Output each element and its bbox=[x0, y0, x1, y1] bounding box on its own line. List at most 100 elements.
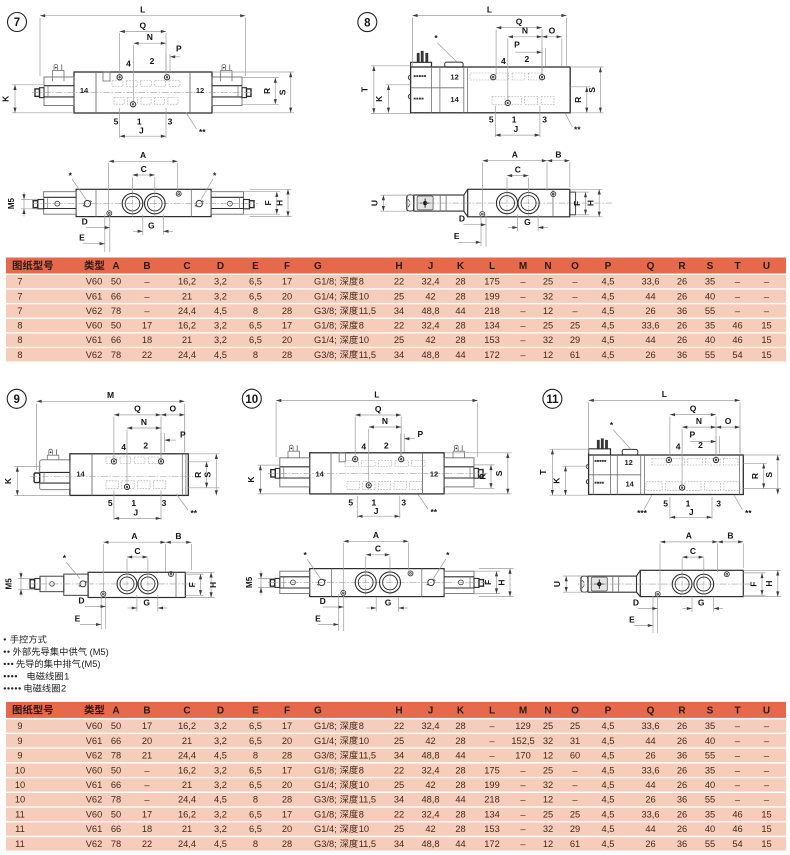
svg-text:V61: V61 bbox=[86, 824, 103, 834]
svg-text:M: M bbox=[519, 706, 527, 717]
svg-text:D: D bbox=[633, 597, 639, 607]
svg-text:3: 3 bbox=[168, 117, 173, 127]
svg-text:10: 10 bbox=[359, 736, 369, 746]
svg-text:25: 25 bbox=[570, 809, 580, 819]
svg-text:G3/8;: G3/8; bbox=[314, 795, 337, 805]
svg-text:153: 153 bbox=[484, 335, 500, 345]
svg-text:C: C bbox=[515, 164, 521, 174]
svg-text:17: 17 bbox=[282, 321, 292, 331]
svg-text:H: H bbox=[208, 582, 218, 588]
svg-text:7: 7 bbox=[14, 17, 20, 29]
svg-text:33,6: 33,6 bbox=[641, 765, 659, 775]
svg-text:55: 55 bbox=[705, 350, 715, 360]
svg-text:G3/8;: G3/8; bbox=[314, 839, 337, 849]
svg-text:4,5: 4,5 bbox=[602, 751, 615, 761]
svg-text:N: N bbox=[696, 416, 702, 426]
svg-text:P: P bbox=[689, 430, 695, 440]
svg-text:9: 9 bbox=[13, 394, 19, 406]
svg-text:2: 2 bbox=[525, 54, 530, 64]
svg-text:34: 34 bbox=[394, 795, 404, 805]
svg-text:153: 153 bbox=[484, 824, 500, 834]
svg-text:D: D bbox=[217, 706, 224, 717]
svg-text:V60: V60 bbox=[86, 721, 103, 731]
svg-text:C: C bbox=[183, 706, 190, 717]
svg-text:B: B bbox=[143, 261, 150, 272]
svg-text:–: – bbox=[735, 291, 741, 301]
svg-text:6,5: 6,5 bbox=[249, 277, 262, 287]
svg-text:21: 21 bbox=[182, 736, 192, 746]
svg-text:29: 29 bbox=[570, 335, 580, 345]
svg-text:26: 26 bbox=[645, 839, 655, 849]
svg-text:46: 46 bbox=[732, 335, 742, 345]
svg-text:4,5: 4,5 bbox=[602, 321, 615, 331]
svg-text:C: C bbox=[690, 546, 696, 556]
svg-text:–: – bbox=[520, 765, 526, 775]
svg-text:E: E bbox=[75, 613, 81, 623]
svg-text:P: P bbox=[176, 44, 182, 54]
svg-text:7: 7 bbox=[17, 291, 22, 301]
svg-text:–: – bbox=[489, 736, 495, 746]
svg-text:60: 60 bbox=[570, 751, 580, 761]
svg-text:28: 28 bbox=[455, 765, 465, 775]
svg-text:31: 31 bbox=[570, 736, 580, 746]
svg-text:17: 17 bbox=[282, 277, 292, 287]
svg-text:O: O bbox=[725, 416, 732, 426]
svg-text:–: – bbox=[735, 780, 741, 790]
svg-text:34: 34 bbox=[394, 751, 404, 761]
svg-text:25: 25 bbox=[543, 277, 553, 287]
svg-text:26: 26 bbox=[677, 321, 687, 331]
svg-text:4,5: 4,5 bbox=[602, 809, 615, 819]
svg-text:4,5: 4,5 bbox=[602, 839, 615, 849]
svg-text:15: 15 bbox=[761, 350, 771, 360]
svg-text:*: * bbox=[434, 33, 438, 43]
svg-text:8: 8 bbox=[17, 335, 22, 345]
svg-text:N: N bbox=[147, 32, 153, 42]
svg-text:9: 9 bbox=[17, 736, 22, 746]
svg-text:28: 28 bbox=[455, 277, 465, 287]
svg-text:–: – bbox=[144, 306, 150, 316]
svg-text:170: 170 bbox=[515, 751, 531, 761]
svg-text:16,2: 16,2 bbox=[178, 277, 196, 287]
svg-text:61: 61 bbox=[570, 839, 580, 849]
svg-text:24,4: 24,4 bbox=[178, 350, 196, 360]
svg-text:11: 11 bbox=[15, 824, 25, 834]
svg-text:G: G bbox=[148, 221, 155, 231]
svg-text:T: T bbox=[734, 706, 740, 717]
svg-text:10: 10 bbox=[359, 824, 369, 834]
svg-text:H: H bbox=[395, 706, 402, 717]
svg-text:3: 3 bbox=[401, 497, 406, 507]
svg-text:42: 42 bbox=[425, 335, 435, 345]
svg-text:46: 46 bbox=[732, 809, 742, 819]
svg-text:40: 40 bbox=[705, 780, 715, 790]
svg-text:22: 22 bbox=[394, 765, 404, 775]
svg-text:26: 26 bbox=[645, 795, 655, 805]
svg-text:**: ** bbox=[431, 507, 438, 517]
svg-text:G1/4;: G1/4; bbox=[314, 335, 337, 345]
svg-text:14: 14 bbox=[76, 470, 85, 479]
svg-text:12: 12 bbox=[450, 72, 458, 81]
svg-text:B: B bbox=[143, 706, 150, 717]
svg-text:G: G bbox=[698, 597, 705, 607]
svg-text:–: – bbox=[764, 736, 770, 746]
svg-text:20: 20 bbox=[282, 335, 292, 345]
svg-text:4: 4 bbox=[121, 442, 126, 452]
svg-text:28: 28 bbox=[282, 350, 292, 360]
svg-text:32: 32 bbox=[543, 780, 553, 790]
svg-text:K: K bbox=[457, 261, 465, 272]
svg-text:G: G bbox=[524, 217, 531, 227]
svg-text:78: 78 bbox=[111, 306, 121, 316]
svg-text:V61: V61 bbox=[86, 736, 103, 746]
svg-text:22: 22 bbox=[394, 809, 404, 819]
svg-text:G1/4;: G1/4; bbox=[314, 736, 337, 746]
svg-text:35: 35 bbox=[705, 277, 715, 287]
svg-text:L: L bbox=[487, 4, 492, 14]
svg-text:B: B bbox=[727, 531, 733, 541]
svg-text:P: P bbox=[180, 430, 186, 440]
svg-text:32,4: 32,4 bbox=[421, 809, 439, 819]
svg-text:7: 7 bbox=[17, 277, 22, 287]
svg-text:L: L bbox=[489, 261, 495, 272]
svg-text:10: 10 bbox=[359, 335, 369, 345]
svg-text:11: 11 bbox=[15, 809, 25, 819]
svg-text:A: A bbox=[140, 150, 146, 160]
svg-text:5: 5 bbox=[489, 115, 494, 125]
